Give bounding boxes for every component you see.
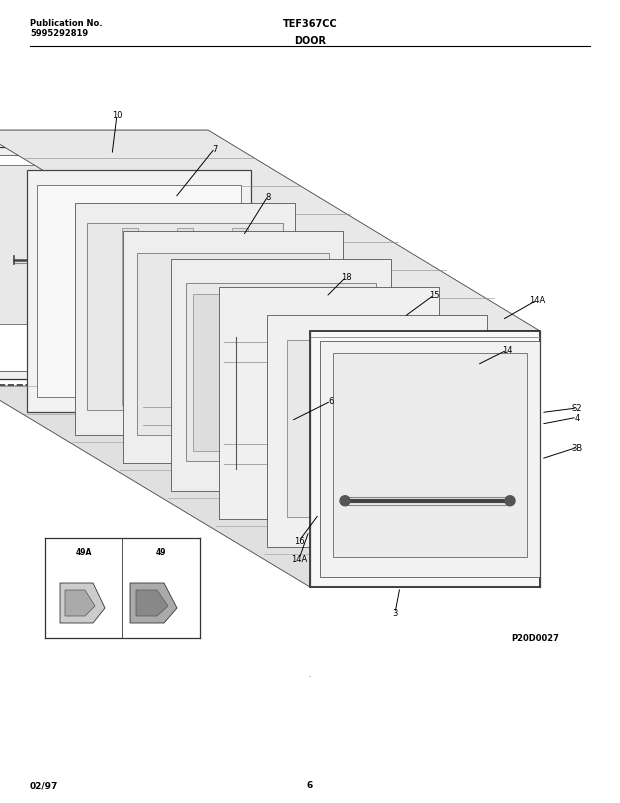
Polygon shape <box>219 287 439 520</box>
Text: 02/97: 02/97 <box>30 781 58 789</box>
Polygon shape <box>267 316 487 548</box>
Text: 3: 3 <box>392 609 397 618</box>
Text: 14A: 14A <box>529 296 545 305</box>
Text: 14: 14 <box>502 346 512 355</box>
Text: .: . <box>308 668 312 679</box>
Polygon shape <box>0 386 540 587</box>
Text: S2: S2 <box>572 404 582 413</box>
Polygon shape <box>171 259 391 491</box>
Polygon shape <box>232 229 248 406</box>
Text: 7: 7 <box>212 145 218 153</box>
Polygon shape <box>37 185 241 397</box>
Polygon shape <box>137 254 329 435</box>
Text: 18: 18 <box>340 273 352 282</box>
Polygon shape <box>0 148 199 380</box>
Polygon shape <box>75 204 295 435</box>
Polygon shape <box>186 283 376 462</box>
Polygon shape <box>27 171 251 413</box>
Text: eReplacementParts.com: eReplacementParts.com <box>242 409 378 418</box>
Text: 6: 6 <box>307 781 313 789</box>
Polygon shape <box>0 156 191 372</box>
Polygon shape <box>60 583 105 623</box>
Polygon shape <box>177 229 193 406</box>
Text: DOOR: DOOR <box>294 36 326 46</box>
Text: 49: 49 <box>156 548 167 556</box>
Text: 10: 10 <box>112 112 122 120</box>
Text: P20D0027: P20D0027 <box>511 634 559 642</box>
Text: 16: 16 <box>294 537 304 546</box>
Polygon shape <box>65 590 95 616</box>
Polygon shape <box>310 332 540 587</box>
Polygon shape <box>287 340 467 517</box>
Text: 3B: 3B <box>572 443 583 452</box>
Text: TEF367CC: TEF367CC <box>283 19 337 29</box>
Text: 15: 15 <box>429 291 439 300</box>
Polygon shape <box>0 131 540 332</box>
Polygon shape <box>193 295 369 451</box>
Text: 4: 4 <box>574 414 580 422</box>
Text: 14A: 14A <box>291 555 307 564</box>
Polygon shape <box>122 229 138 406</box>
Polygon shape <box>333 353 527 557</box>
Text: 5995292819: 5995292819 <box>30 30 88 39</box>
Polygon shape <box>130 583 177 623</box>
Text: 6: 6 <box>329 397 334 406</box>
Circle shape <box>505 496 515 506</box>
Polygon shape <box>123 232 343 463</box>
Polygon shape <box>87 224 283 410</box>
Polygon shape <box>136 590 168 616</box>
Polygon shape <box>320 341 540 577</box>
Polygon shape <box>0 165 181 324</box>
Text: Publication No.: Publication No. <box>30 19 102 28</box>
Text: 49A: 49A <box>76 548 92 556</box>
Text: 8: 8 <box>265 192 271 202</box>
Circle shape <box>340 496 350 506</box>
